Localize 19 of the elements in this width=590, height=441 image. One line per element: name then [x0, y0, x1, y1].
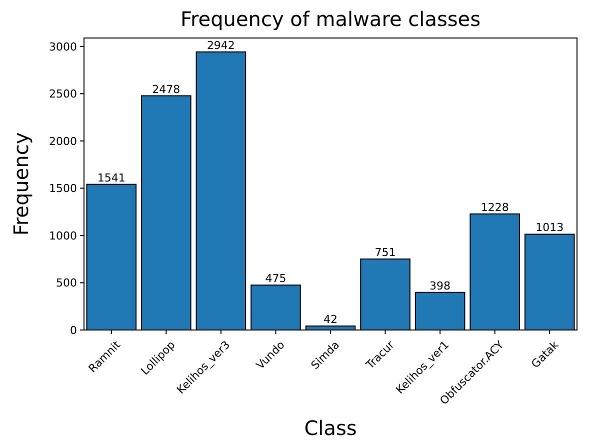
y-tick-label: 2500 — [49, 88, 77, 101]
data-label: 398 — [430, 279, 451, 292]
data-label: 42 — [324, 313, 338, 326]
y-tick-label: 1500 — [49, 182, 77, 196]
chart-title: Frequency of malware classes — [180, 7, 481, 31]
y-tick-label: 3000 — [49, 40, 77, 54]
y-tick-label: 1000 — [49, 229, 77, 242]
data-label: 1228 — [480, 200, 509, 214]
data-label: 475 — [265, 272, 286, 286]
y-axis-title: Frequency — [9, 132, 33, 236]
data-label: 2942 — [206, 38, 235, 52]
y-tick-label: 2000 — [49, 134, 77, 148]
data-label: 2478 — [152, 82, 180, 96]
y-tick-label: 0 — [70, 324, 77, 337]
data-label: 751 — [374, 246, 396, 260]
x-axis-title: Class — [304, 416, 357, 440]
data-label: 1541 — [97, 171, 126, 184]
data-label: 1013 — [536, 221, 564, 234]
y-tick-label: 500 — [56, 276, 77, 290]
